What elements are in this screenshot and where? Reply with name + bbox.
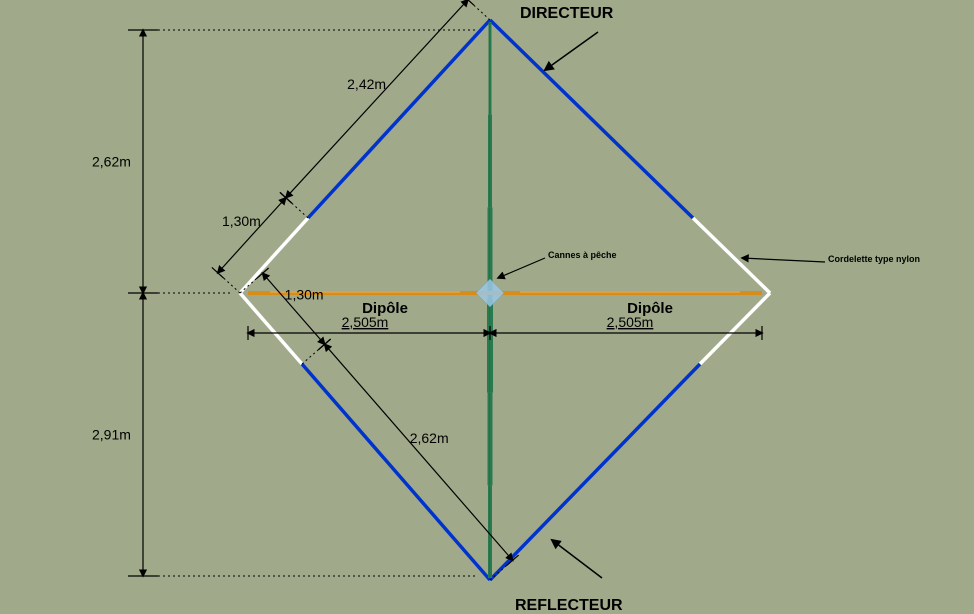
dim-top-blue-label: 2,42m — [347, 76, 386, 92]
director-right — [490, 20, 693, 218]
dim-bot-blue-label: 2,62m — [410, 430, 449, 446]
dim-bot-white — [263, 273, 325, 344]
director-left — [308, 20, 490, 218]
nylon-top-right — [693, 218, 770, 293]
nylon-top-left — [240, 218, 308, 293]
reflector-left — [302, 364, 490, 580]
center-hub — [476, 279, 504, 307]
dim-top-white — [218, 198, 286, 273]
dipole-label-left: Dipôle — [362, 300, 408, 317]
cordelette-label: Cordelette type nylon — [828, 254, 920, 264]
dim-top-white-label: 1,30m — [222, 213, 261, 229]
dim-ext — [464, 0, 490, 20]
cannes-arrow — [498, 258, 545, 278]
dipole-label-right: Dipôle — [627, 300, 673, 317]
cordelette-arrow — [742, 258, 825, 262]
nylon-bot-right — [700, 293, 770, 364]
reflector-right — [490, 364, 700, 580]
reflecteur-label: REFLECTEUR — [515, 597, 623, 614]
dim-bot-blue — [325, 344, 513, 560]
directeur-label: DIRECTEUR — [520, 5, 614, 22]
directeur-arrow — [545, 32, 598, 70]
antenna-diagram: 2,62m2,91m2,42m1,30m1,30m2,62m2,505m2,50… — [0, 0, 974, 614]
reflecteur-arrow — [552, 540, 602, 578]
dim-label-top-height: 2,62m — [92, 154, 131, 170]
nylon-bot-left — [240, 293, 302, 364]
dim-label-bot-height: 2,91m — [92, 427, 131, 443]
dim-bot-white-label: 1,30m — [285, 287, 324, 303]
cannes-label: Cannes à pêche — [548, 250, 617, 260]
